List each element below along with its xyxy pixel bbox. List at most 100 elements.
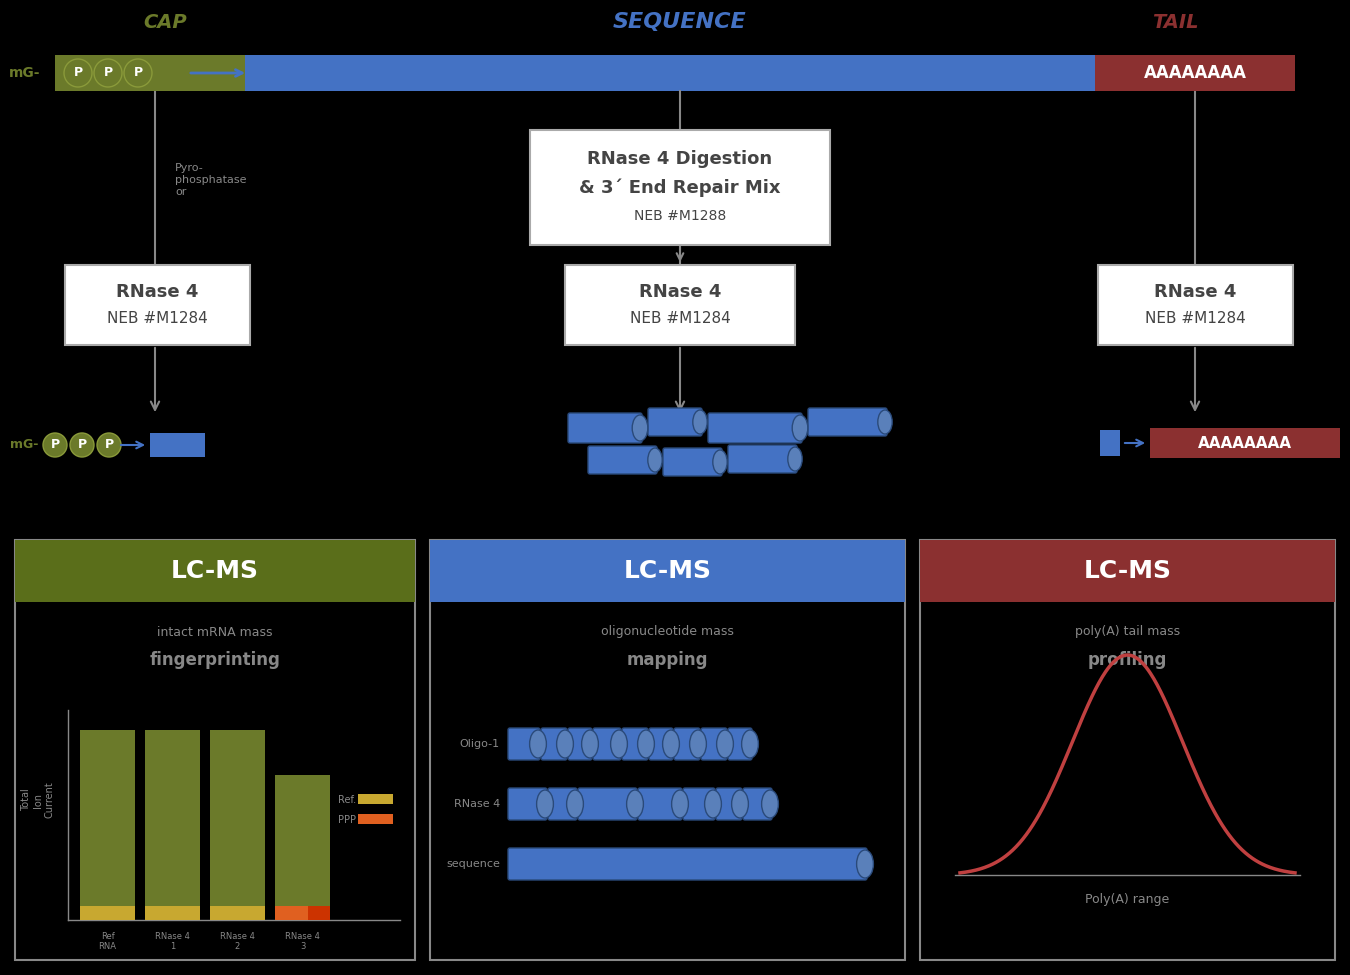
Circle shape (97, 433, 122, 457)
FancyBboxPatch shape (728, 728, 752, 760)
Text: P: P (134, 66, 143, 80)
Ellipse shape (536, 790, 554, 818)
Ellipse shape (741, 730, 759, 758)
Text: NEB #M1284: NEB #M1284 (107, 311, 208, 326)
FancyBboxPatch shape (568, 413, 643, 443)
Bar (144, 730, 200, 920)
Text: sequence: sequence (446, 859, 500, 869)
Ellipse shape (632, 415, 648, 441)
Text: P: P (73, 66, 82, 80)
Text: poly(A) tail mass: poly(A) tail mass (1075, 626, 1180, 639)
Text: RNase 4
3: RNase 4 3 (285, 932, 320, 952)
Ellipse shape (705, 790, 721, 818)
Ellipse shape (788, 447, 802, 471)
FancyBboxPatch shape (548, 788, 576, 820)
FancyBboxPatch shape (593, 728, 621, 760)
Text: fingerprinting: fingerprinting (150, 651, 281, 669)
Text: oligonucleotide mass: oligonucleotide mass (601, 626, 734, 639)
Ellipse shape (582, 730, 598, 758)
Text: PPP: PPP (338, 815, 356, 825)
Text: LC-MS: LC-MS (171, 559, 259, 583)
Text: SEQUENCE: SEQUENCE (613, 12, 747, 32)
Bar (919, 540, 1335, 960)
Ellipse shape (792, 415, 807, 441)
Bar (566, 265, 795, 345)
FancyBboxPatch shape (568, 728, 593, 760)
Text: Oligo-1: Oligo-1 (460, 739, 500, 749)
Ellipse shape (857, 850, 873, 878)
Text: Total
Ion
Current: Total Ion Current (22, 782, 54, 818)
FancyBboxPatch shape (716, 788, 742, 820)
Bar (15, 540, 414, 960)
Bar (308, 906, 329, 920)
Text: RNase 4
2: RNase 4 2 (220, 932, 255, 952)
Text: AAAAAAAA: AAAAAAAA (1197, 436, 1292, 450)
FancyBboxPatch shape (589, 446, 657, 474)
FancyBboxPatch shape (663, 448, 722, 476)
Ellipse shape (690, 730, 706, 758)
Text: NEB #M1284: NEB #M1284 (1145, 311, 1246, 326)
Ellipse shape (626, 790, 644, 818)
FancyBboxPatch shape (649, 728, 674, 760)
FancyBboxPatch shape (508, 848, 867, 880)
Bar (65, 265, 250, 345)
Bar (1098, 265, 1293, 345)
Text: P: P (104, 66, 112, 80)
Text: NEB #M1288: NEB #M1288 (634, 210, 726, 223)
Text: LC-MS: LC-MS (624, 559, 711, 583)
FancyBboxPatch shape (648, 408, 702, 436)
Text: NEB #M1284: NEB #M1284 (629, 311, 730, 326)
Bar (431, 540, 904, 960)
Text: LC-MS: LC-MS (1084, 559, 1172, 583)
Bar (1100, 430, 1120, 456)
Bar (358, 814, 393, 824)
Text: RNase 4 Digestion: RNase 4 Digestion (587, 150, 772, 168)
FancyBboxPatch shape (683, 788, 716, 820)
Text: CAP: CAP (143, 13, 186, 31)
Ellipse shape (732, 790, 748, 818)
Ellipse shape (693, 410, 707, 434)
Bar (275, 906, 308, 920)
Bar (15, 540, 414, 602)
Text: intact mRNA mass: intact mRNA mass (157, 626, 273, 639)
Text: TAIL: TAIL (1152, 13, 1199, 31)
Text: mapping: mapping (626, 651, 709, 669)
Bar (80, 906, 135, 920)
FancyBboxPatch shape (809, 408, 887, 436)
Circle shape (43, 433, 68, 457)
FancyBboxPatch shape (622, 728, 648, 760)
FancyBboxPatch shape (541, 728, 567, 760)
FancyBboxPatch shape (728, 445, 796, 473)
Text: RNase 4: RNase 4 (1154, 283, 1237, 300)
Bar (275, 775, 329, 920)
Ellipse shape (663, 730, 679, 758)
FancyBboxPatch shape (508, 728, 540, 760)
Ellipse shape (637, 730, 655, 758)
Ellipse shape (878, 410, 892, 434)
Bar (1095, 55, 1295, 91)
Bar (431, 540, 904, 602)
Bar (80, 730, 135, 920)
Text: AAAAAAAA: AAAAAAAA (1143, 64, 1246, 82)
Bar (211, 906, 265, 920)
Circle shape (124, 59, 153, 87)
Bar (244, 55, 1095, 91)
Text: RNase 4: RNase 4 (454, 799, 500, 809)
Text: P: P (50, 439, 59, 451)
Text: RNase 4: RNase 4 (639, 283, 721, 300)
Circle shape (95, 59, 122, 87)
FancyBboxPatch shape (674, 728, 701, 760)
Text: P: P (77, 439, 86, 451)
FancyBboxPatch shape (578, 788, 637, 820)
FancyBboxPatch shape (508, 788, 547, 820)
Text: Ref
RNA: Ref RNA (99, 932, 116, 952)
Bar (919, 540, 1335, 602)
Ellipse shape (717, 730, 733, 758)
Text: & 3´ End Repair Mix: & 3´ End Repair Mix (579, 178, 780, 197)
Bar (150, 433, 205, 457)
Bar (55, 55, 244, 91)
Text: profiling: profiling (1088, 651, 1168, 669)
Circle shape (70, 433, 95, 457)
Bar (1150, 428, 1341, 458)
Ellipse shape (713, 450, 728, 474)
